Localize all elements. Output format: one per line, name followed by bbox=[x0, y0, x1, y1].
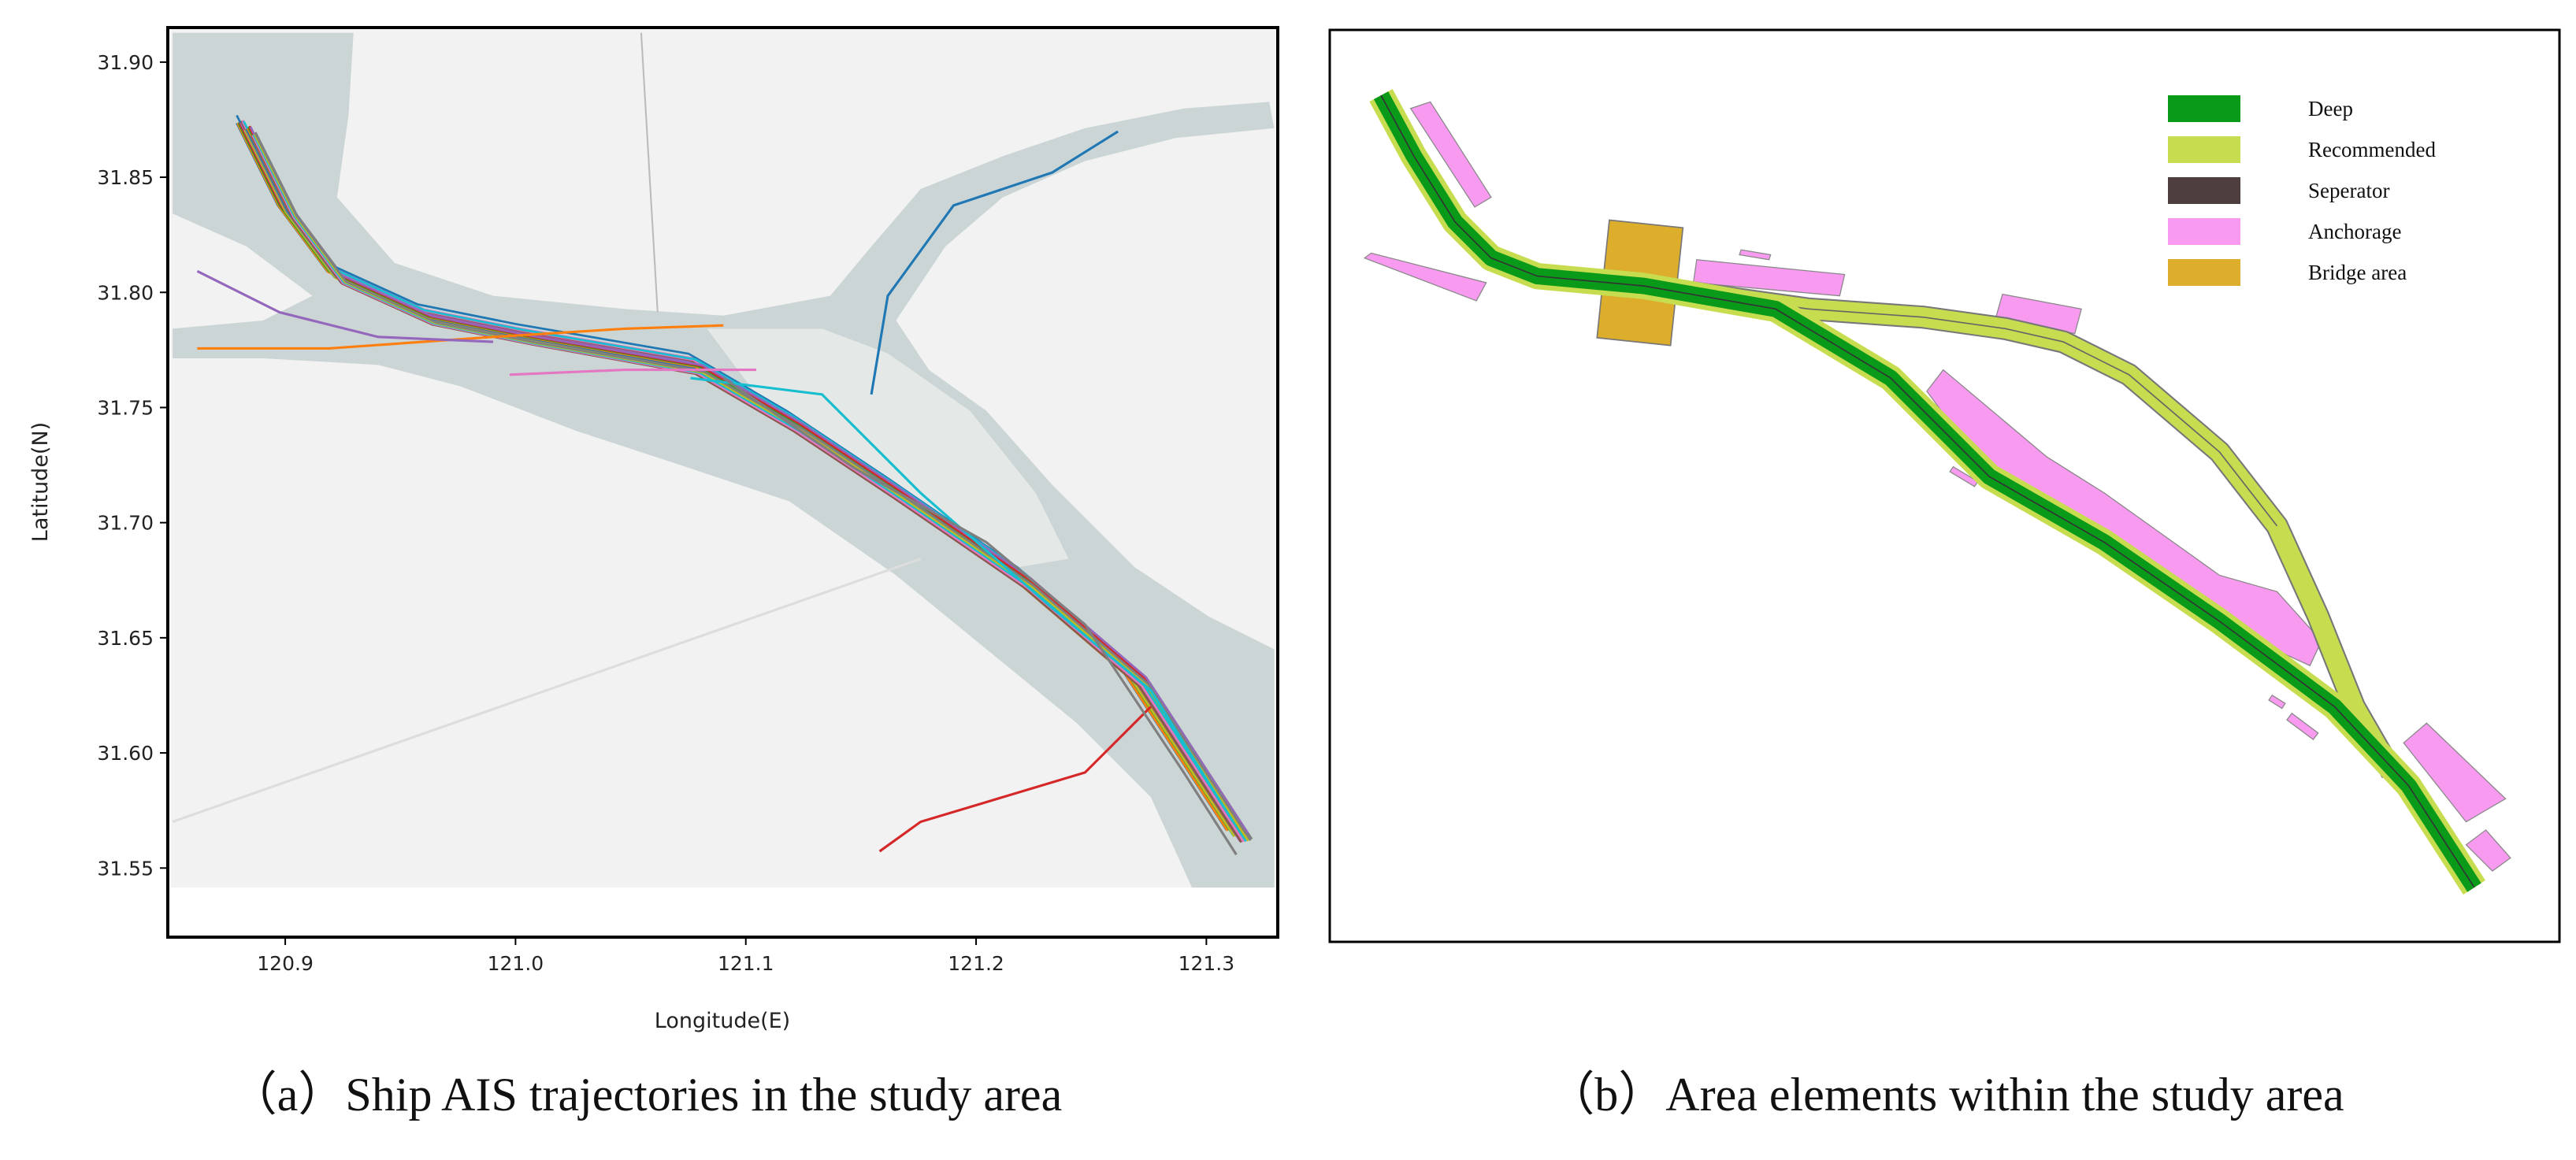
road bbox=[640, 32, 659, 313]
caption: （b）Area elements within the study area bbox=[1547, 1069, 2344, 1121]
road bbox=[172, 558, 922, 823]
legend-swatch bbox=[2168, 177, 2240, 204]
plot-frame bbox=[166, 26, 1279, 939]
y-tick-label: 31.65 bbox=[97, 627, 154, 650]
x-tick-label: 121.3 bbox=[1179, 952, 1235, 975]
legend-label: Anchorage bbox=[2308, 220, 2401, 243]
legend-swatch bbox=[2168, 218, 2240, 245]
anchorage bbox=[1739, 249, 1772, 261]
trajectory bbox=[878, 706, 1153, 853]
anchorage bbox=[2286, 712, 2319, 741]
y-axis-label: Latitude(N) bbox=[28, 422, 53, 542]
trajectory bbox=[722, 376, 1238, 856]
trajectory bbox=[197, 324, 724, 350]
separator bbox=[1643, 285, 2278, 527]
anchorage bbox=[1363, 252, 1487, 302]
x-tick-label: 120.9 bbox=[257, 952, 314, 975]
y-tick-label: 31.55 bbox=[97, 857, 154, 880]
anchorage bbox=[1409, 101, 1492, 208]
separator bbox=[1380, 95, 2475, 888]
y-tick-label: 31.70 bbox=[97, 512, 154, 535]
map-background bbox=[171, 29, 1276, 888]
area-elements bbox=[1363, 89, 2511, 895]
x-tick-label: 121.1 bbox=[718, 952, 774, 975]
legend-label: Recommended bbox=[2308, 138, 2436, 161]
y-tick-label: 31.85 bbox=[97, 166, 154, 189]
anchorage bbox=[2403, 722, 2507, 823]
legend-label: Seperator bbox=[2308, 179, 2389, 202]
anchorage bbox=[1949, 465, 1979, 487]
legend-swatch bbox=[2168, 259, 2240, 286]
trajectory bbox=[870, 130, 1119, 395]
y-tick-label: 31.60 bbox=[97, 742, 154, 765]
anchorage bbox=[2268, 694, 2286, 710]
anchorage bbox=[2465, 829, 2511, 872]
y-tick-label: 31.90 bbox=[97, 51, 154, 74]
island bbox=[707, 328, 1069, 568]
legend-label: Bridge area bbox=[2308, 261, 2407, 284]
panel-frame bbox=[1328, 28, 2561, 943]
trajectory bbox=[254, 133, 1252, 841]
caption: （a）Ship AIS trajectories in the study ar… bbox=[230, 1069, 1062, 1121]
legend-swatch bbox=[2168, 95, 2240, 122]
y-tick-label: 31.80 bbox=[97, 281, 154, 304]
trajectory bbox=[509, 369, 757, 376]
legend: Deep Recommended Seperator Anchorage Bridge … bbox=[2168, 95, 2436, 286]
x-tick-label: 121.2 bbox=[948, 952, 1004, 975]
river bbox=[173, 32, 1275, 888]
trajectory bbox=[690, 376, 1234, 823]
anchorage bbox=[1692, 259, 1846, 297]
trajectory bbox=[196, 269, 494, 343]
x-axis-label: Longitude(E) bbox=[655, 1009, 790, 1033]
legend-label: Deep bbox=[2308, 97, 2353, 120]
x-tick-label: 121.0 bbox=[488, 952, 544, 975]
legend-swatch bbox=[2168, 136, 2240, 163]
y-tick-label: 31.75 bbox=[97, 396, 154, 419]
anchorage bbox=[1995, 293, 2082, 335]
trajectories bbox=[196, 114, 1253, 856]
